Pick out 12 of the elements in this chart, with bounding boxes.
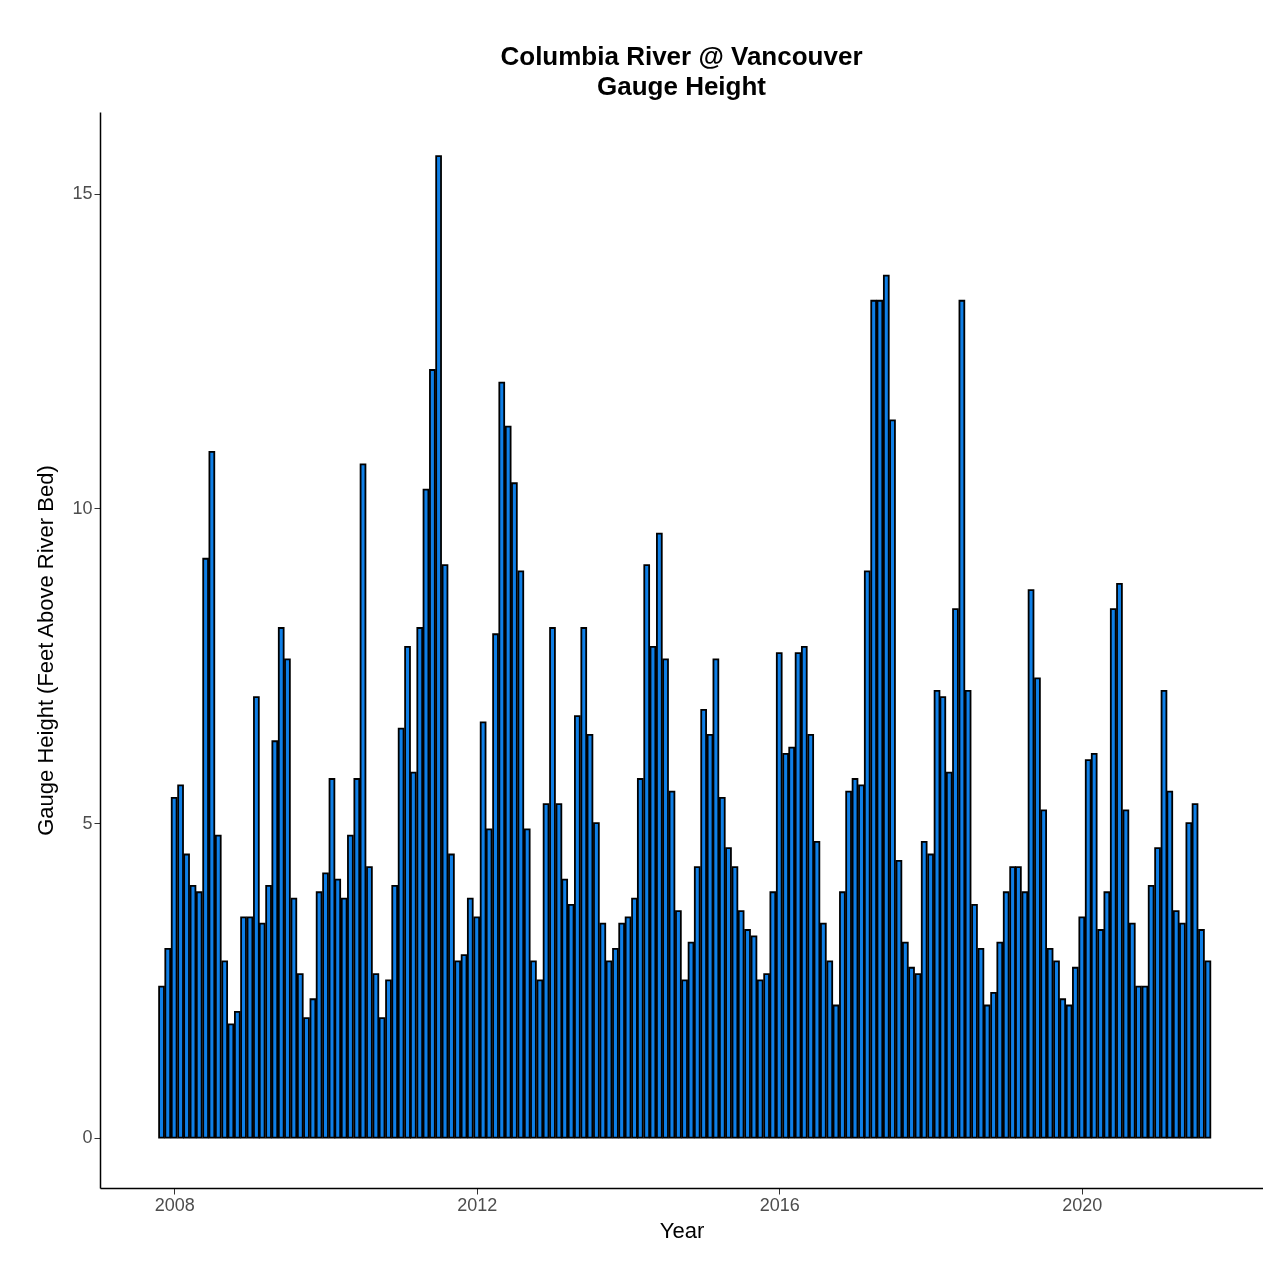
y-tick-label: 5 (82, 812, 93, 833)
x-tick-label: 2008 (154, 1194, 195, 1215)
chart-title: Columbia River @ Vancouver (500, 41, 863, 71)
y-axis-title: Gauge Height (Feet Above River Bed) (33, 465, 59, 836)
chart-subtitle: Gauge Height (596, 71, 767, 101)
x-tick-label: 2020 (1062, 1194, 1103, 1215)
y-tick-label: 0 (82, 1127, 93, 1148)
x-axis-title: Year (659, 1217, 705, 1243)
x-tick-label: 2016 (759, 1194, 800, 1215)
x-tick-label: 2012 (457, 1194, 498, 1215)
y-tick-label: 15 (72, 183, 93, 204)
y-tick-label: 10 (72, 497, 93, 518)
